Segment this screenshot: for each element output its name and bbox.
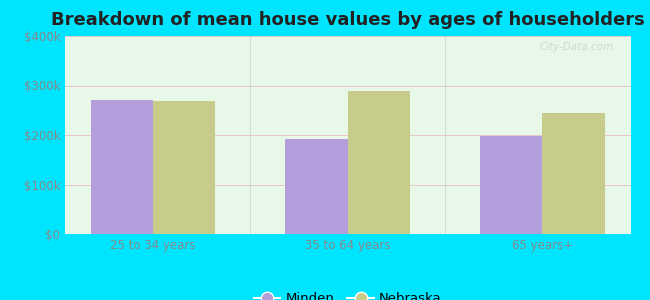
Bar — [91, 100, 153, 234]
Legend: Minden, Nebraska: Minden, Nebraska — [248, 287, 447, 300]
Bar — [153, 101, 215, 234]
Bar — [348, 92, 410, 234]
Bar — [543, 113, 604, 234]
Text: City-Data.com: City-Data.com — [540, 42, 614, 52]
Title: Breakdown of mean house values by ages of householders: Breakdown of mean house values by ages o… — [51, 11, 645, 29]
Bar — [285, 139, 348, 234]
Bar — [480, 136, 543, 234]
